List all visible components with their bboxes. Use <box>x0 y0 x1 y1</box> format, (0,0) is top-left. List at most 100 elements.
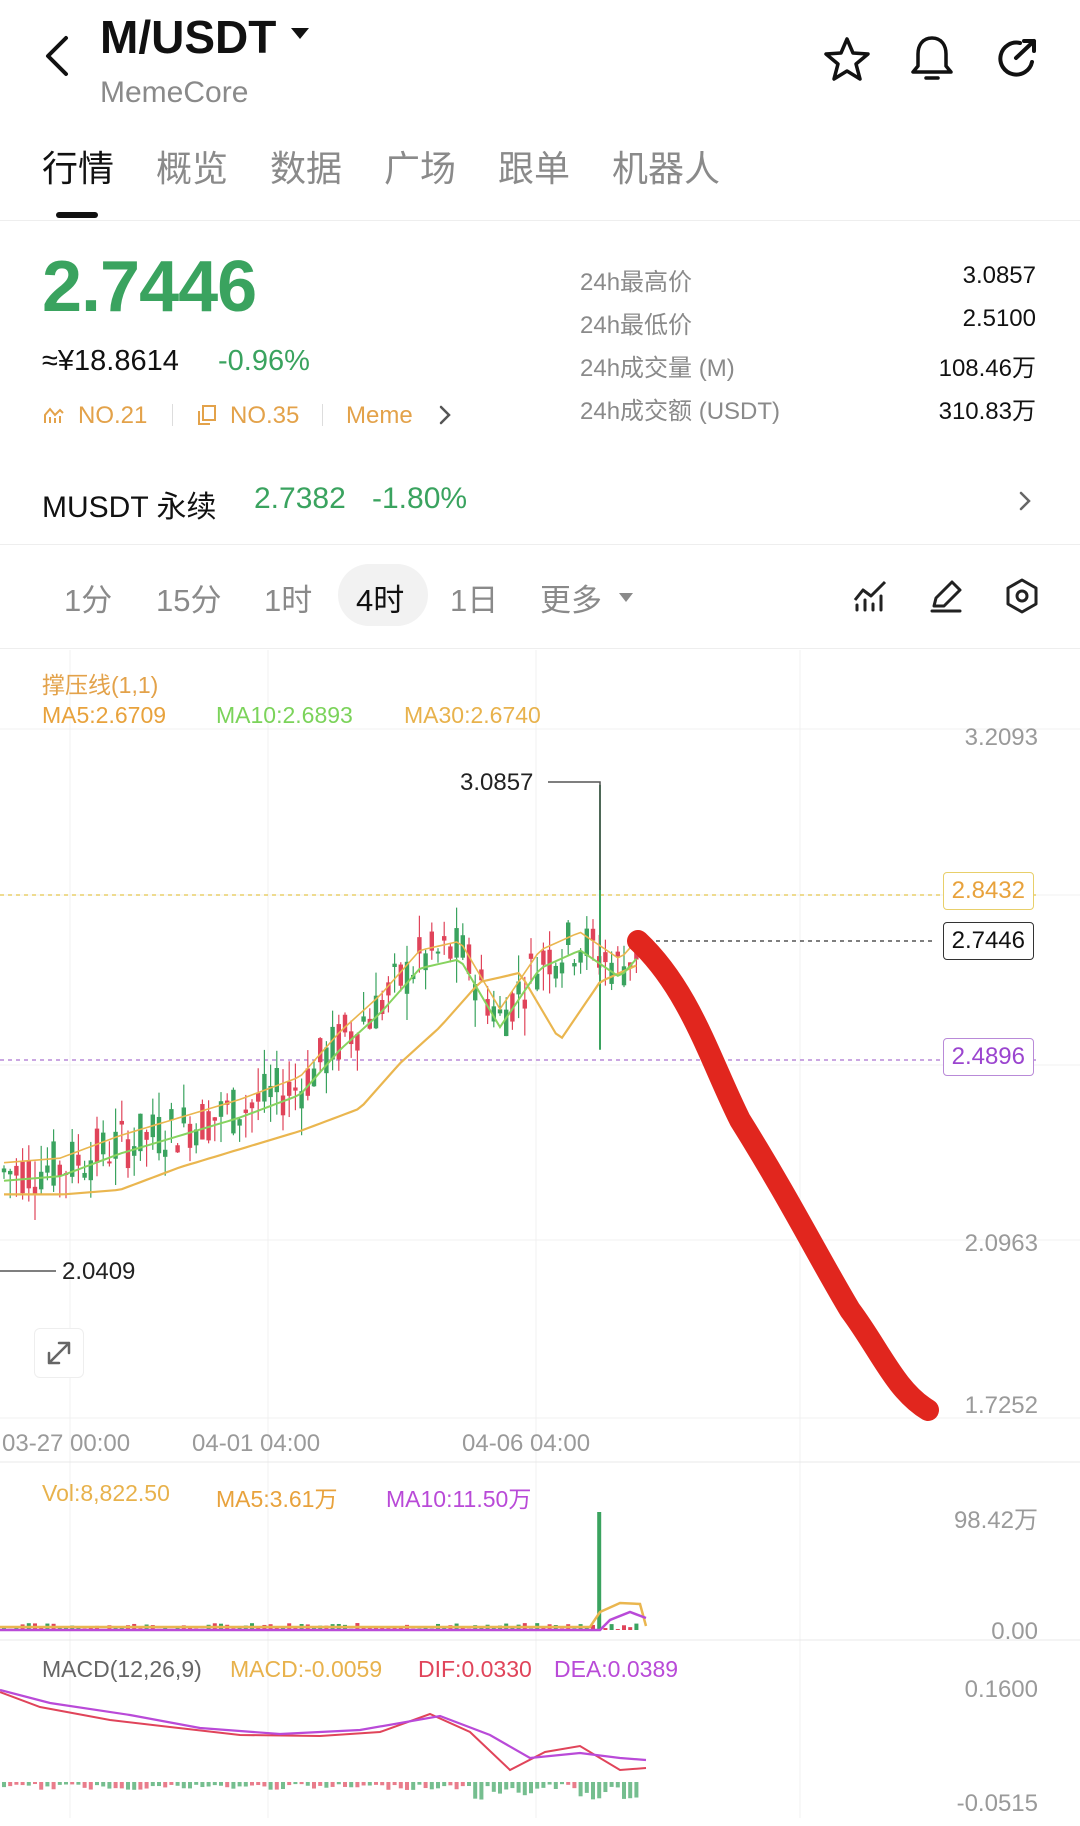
stat-label-high: 24h最高价 <box>580 269 693 296</box>
chevron-right-icon[interactable] <box>438 404 452 426</box>
candle-body <box>218 1101 224 1117</box>
ma5-label: MA5:2.6709 <box>42 702 167 728</box>
candle-body <box>330 1026 335 1060</box>
volume-bar <box>274 1626 279 1630</box>
tab-data[interactable]: 数据 <box>270 148 343 189</box>
candle-body <box>615 951 620 957</box>
macd-bar <box>591 1782 595 1800</box>
back-icon[interactable] <box>40 34 74 78</box>
timeframe-1d[interactable]: 1日 <box>450 583 499 618</box>
chevron-right-icon <box>1018 490 1032 512</box>
rank-badge-2[interactable]: NO.35 <box>230 402 300 429</box>
ma10-label: MA10:2.6893 <box>216 702 353 728</box>
macd-bar <box>14 1782 19 1785</box>
macd-bar <box>175 1782 180 1786</box>
macd-bar <box>157 1782 161 1787</box>
macd-bar <box>237 1782 242 1787</box>
candle-body <box>504 1009 509 1037</box>
macd-bar <box>64 1782 68 1785</box>
y-axis-bottom: 1.7252 <box>964 1392 1038 1419</box>
macd-bar <box>206 1782 211 1787</box>
timeframe-1h[interactable]: 1时 <box>264 583 313 618</box>
page-title[interactable]: M/USDT <box>100 11 277 63</box>
macd-bar <box>479 1782 484 1800</box>
divider <box>0 220 1080 221</box>
macd-bar <box>560 1782 564 1785</box>
tab-square[interactable]: 广场 <box>384 148 457 189</box>
candle-body <box>386 982 391 996</box>
macd-bar <box>398 1782 403 1789</box>
candle-body <box>206 1111 211 1141</box>
page-subtitle: MemeCore <box>100 76 249 109</box>
timeframe-15m[interactable]: 15分 <box>156 583 222 618</box>
macd-bar <box>622 1782 626 1799</box>
macd-bar <box>417 1782 422 1785</box>
resistance-price-badge: 2.8432 <box>942 872 1034 910</box>
macd-bar <box>343 1782 347 1787</box>
bell-icon[interactable] <box>910 34 954 84</box>
star-icon[interactable] <box>823 36 871 82</box>
caret-down-icon[interactable] <box>618 592 634 604</box>
candle-body <box>541 950 546 965</box>
candle-body <box>163 1149 168 1157</box>
candle-body <box>342 1014 348 1033</box>
candle-body <box>621 966 627 986</box>
stat-label-volume: 24h成交量 (M) <box>580 355 735 382</box>
sr-indicator-label: 撑压线(1,1) <box>42 672 159 698</box>
macd-bar <box>584 1782 589 1793</box>
price-chart[interactable] <box>0 650 1080 1826</box>
volume-bar <box>293 1627 298 1630</box>
macd-bar <box>268 1782 273 1790</box>
macd-bar <box>336 1782 341 1785</box>
candle-body <box>280 1095 286 1116</box>
macd-bar <box>33 1782 37 1785</box>
macd-bar <box>312 1782 316 1789</box>
caret-down-icon[interactable] <box>290 27 310 41</box>
volume-bar <box>392 1627 397 1630</box>
macd-bar <box>367 1782 372 1786</box>
indicator-icon[interactable] <box>852 578 888 614</box>
candle-body <box>349 1031 354 1045</box>
macd-bar <box>429 1782 434 1790</box>
candle-body <box>448 946 453 959</box>
tab-copy-trading[interactable]: 跟单 <box>498 148 571 189</box>
fullscreen-icon[interactable] <box>34 1328 84 1378</box>
candle-body <box>125 1139 131 1169</box>
timeframe-more[interactable]: 更多 <box>540 583 602 618</box>
macd-bar <box>70 1782 75 1785</box>
volume-bar <box>88 1626 93 1630</box>
tab-bots[interactable]: 机器人 <box>612 148 721 189</box>
candle-body <box>398 964 403 986</box>
macd-bar <box>448 1782 453 1786</box>
candle-body <box>516 981 521 995</box>
macd-bar <box>138 1782 143 1790</box>
rank-badge-1[interactable]: NO.21 <box>78 402 148 429</box>
timeframe-1m[interactable]: 1分 <box>64 583 113 618</box>
candle-body <box>181 1107 186 1124</box>
macd-bar <box>107 1782 112 1789</box>
category-tag[interactable]: Meme <box>346 402 413 429</box>
y-axis-top: 3.2093 <box>964 724 1038 751</box>
perp-row[interactable]: MUSDT 永续 2.7382 -1.80% <box>0 462 1080 542</box>
candle-body <box>336 1024 341 1060</box>
stat-value-high: 3.0857 <box>962 262 1036 289</box>
tab-overview[interactable]: 概览 <box>156 148 229 189</box>
timeframe-4h[interactable]: 4时 <box>356 583 405 618</box>
last-price: 2.7446 <box>42 247 257 327</box>
macd-bar <box>529 1782 533 1794</box>
macd-bar <box>615 1782 620 1788</box>
candle-body <box>417 937 422 954</box>
volume-bar <box>609 1624 614 1630</box>
candle-body <box>479 969 484 981</box>
draw-icon[interactable] <box>928 578 964 614</box>
divider <box>172 404 173 426</box>
macd-bar <box>200 1782 205 1788</box>
share-icon[interactable] <box>994 36 1040 82</box>
tab-market[interactable]: 行情 <box>42 148 115 189</box>
section-separator <box>0 648 1080 649</box>
volume-ma10-line <box>0 1610 647 1632</box>
settings-icon[interactable] <box>1004 578 1040 614</box>
candles <box>1 784 639 1220</box>
macd-bar <box>634 1782 639 1798</box>
candle-body <box>237 1119 242 1126</box>
